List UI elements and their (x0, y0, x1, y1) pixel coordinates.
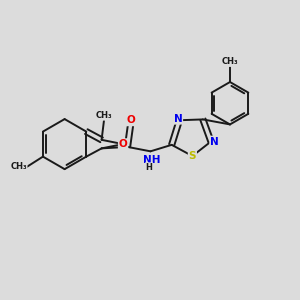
Text: CH₃: CH₃ (96, 111, 112, 120)
Text: CH₃: CH₃ (10, 162, 27, 171)
Text: N: N (173, 114, 182, 124)
Text: S: S (189, 151, 196, 161)
Text: NH: NH (143, 154, 160, 165)
Text: O: O (119, 139, 128, 149)
Text: CH₃: CH₃ (222, 57, 238, 66)
Text: N: N (210, 136, 219, 146)
Text: H: H (146, 163, 152, 172)
Text: O: O (126, 116, 135, 125)
